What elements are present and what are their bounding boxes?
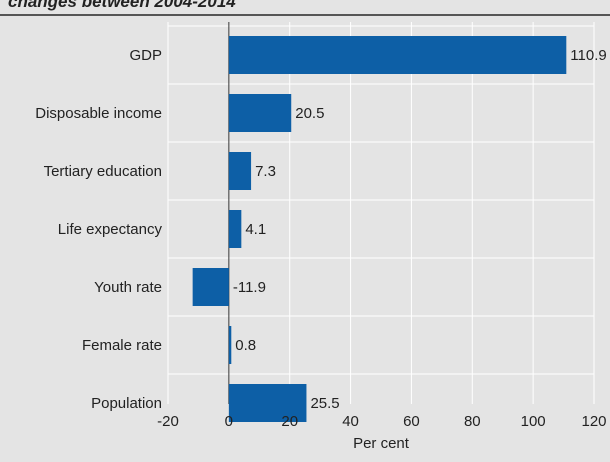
category-label: GDP bbox=[129, 47, 162, 64]
bar bbox=[192, 268, 229, 306]
bar bbox=[228, 36, 567, 74]
data-label: 20.5 bbox=[295, 105, 324, 122]
x-tick-label: 120 bbox=[581, 413, 606, 430]
bar bbox=[228, 210, 242, 248]
data-label: -11.9 bbox=[233, 279, 266, 296]
data-label: 7.3 bbox=[255, 163, 276, 180]
chart-title: changes between 2004-2014 bbox=[8, 0, 236, 11]
title-divider bbox=[0, 14, 610, 16]
x-tick-label: 0 bbox=[225, 413, 233, 430]
x-tick-label: 60 bbox=[403, 413, 420, 430]
category-label: Youth rate bbox=[94, 279, 162, 296]
x-axis-title: Per cent bbox=[353, 435, 410, 452]
data-label: 0.8 bbox=[235, 337, 256, 354]
x-tick-label: -20 bbox=[157, 413, 179, 430]
category-label: Tertiary education bbox=[44, 163, 162, 180]
x-tick-label: 80 bbox=[464, 413, 481, 430]
data-label: 25.5 bbox=[310, 395, 339, 412]
x-tick-label: 40 bbox=[342, 413, 359, 430]
category-label: Female rate bbox=[82, 337, 162, 354]
category-label: Life expectancy bbox=[58, 221, 163, 238]
category-label: Population bbox=[91, 395, 162, 412]
x-tick-label: 20 bbox=[281, 413, 298, 430]
x-tick-label: 100 bbox=[521, 413, 546, 430]
bar bbox=[228, 94, 292, 132]
data-label: 110.9 bbox=[570, 47, 606, 64]
bar bbox=[228, 152, 252, 190]
bar bbox=[228, 326, 232, 364]
bar bbox=[228, 384, 307, 422]
category-label: Disposable income bbox=[35, 105, 162, 122]
data-label: 4.1 bbox=[245, 221, 266, 238]
